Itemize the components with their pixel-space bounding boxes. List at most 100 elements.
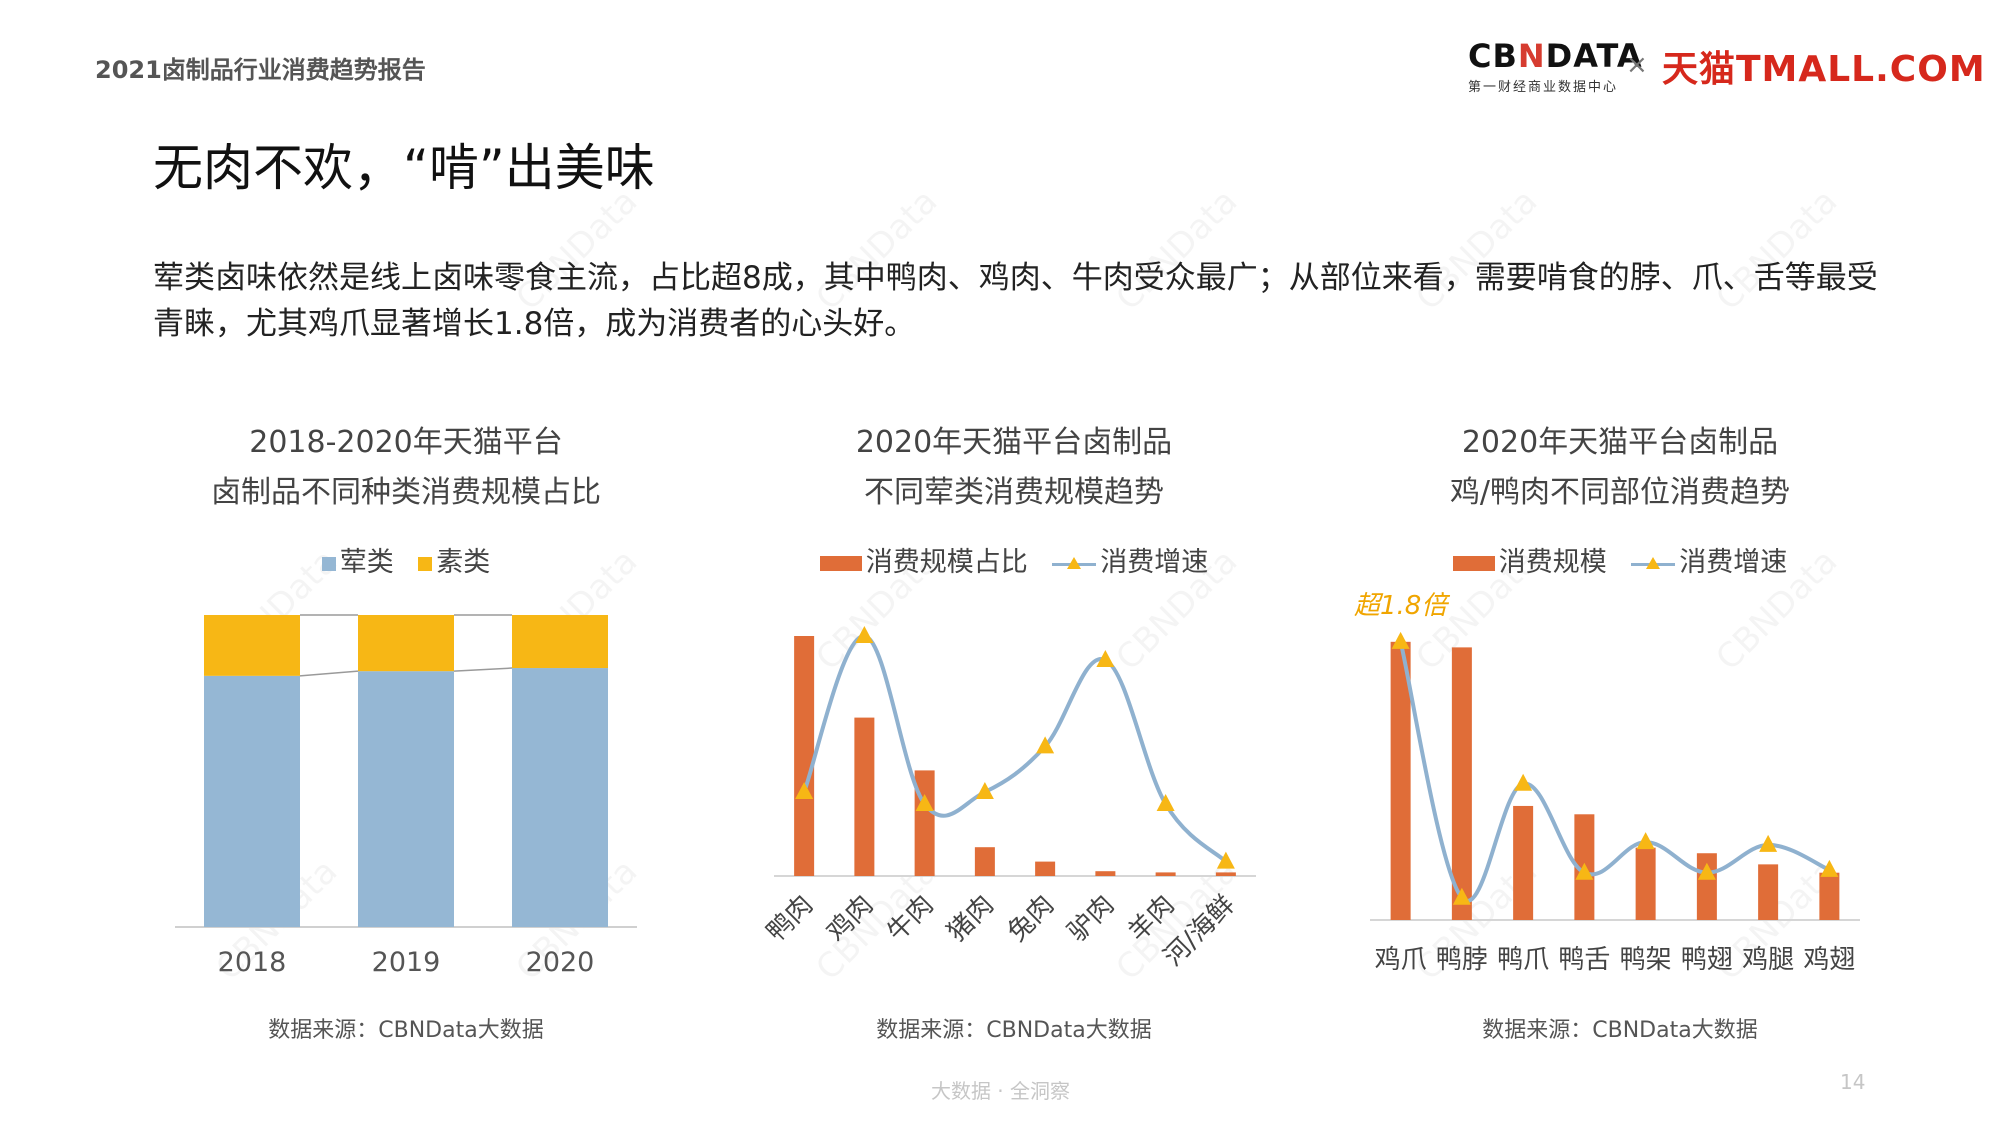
legend-meat-label: 荤类 <box>339 547 394 578</box>
cbndata-logo: CBNDATA 第一财经商业数据中心 <box>1468 37 1642 95</box>
chart2-growth-point <box>1096 650 1115 667</box>
page-title: 无肉不欢，“啃”出美味 <box>153 139 655 197</box>
chart2-legend: 消费规模占比 消费增速 <box>734 540 1294 579</box>
logo-cbn-b: DATA <box>1545 37 1643 75</box>
chart1-connector-meat <box>453 667 513 672</box>
chart2-growth-point <box>915 794 934 811</box>
chart2-bar <box>1095 871 1116 876</box>
chart2-source: 数据来源：CBNData大数据 <box>876 1018 1152 1043</box>
legend-growth-swatch <box>1052 554 1097 574</box>
logo-cbn-sub: 第一财经商业数据中心 <box>1468 80 1619 95</box>
chart3-tick-label: 鸭爪 <box>1497 945 1549 975</box>
chart3-bar <box>1451 647 1472 920</box>
chart1-legend: 荤类 素类 <box>126 540 686 579</box>
chart3-tick-label: 鸡爪 <box>1375 945 1427 975</box>
lead-paragraph: 荤类卤味依然是线上卤味零食主流，占比超8成，其中鸭肉、鸡肉、牛肉受众最广；从部位… <box>153 260 1878 342</box>
legend-veg-label: 素类 <box>436 547 491 578</box>
chart3-title-line2: 鸡/鸭肉不同部位消费趋势 <box>1449 475 1791 510</box>
chart3-bar <box>1696 853 1717 920</box>
chart1-title-line1: 2018-2020年天猫平台 <box>249 425 563 460</box>
legend-veg: 素类 <box>418 540 490 579</box>
chart3-bar <box>1819 872 1840 920</box>
chart2-tick-label: 猪肉 <box>942 890 1000 948</box>
chart2-growth-point <box>1156 794 1175 811</box>
chart1-tick-label: 2018 <box>218 947 287 978</box>
chart3-title-line1: 2020年天猫平台卤制品 <box>1461 425 1779 460</box>
chart2-bar <box>1215 872 1236 876</box>
chart3-annotation: 超1.8倍 <box>1354 591 1450 621</box>
chart3-bar <box>1758 864 1779 920</box>
chart1-bar-veg <box>358 615 454 672</box>
legend-scale-label: 消费规模 <box>1498 547 1607 578</box>
legend-scale: 消费规模 <box>1452 540 1607 579</box>
chart2-bar <box>1035 861 1056 876</box>
chart3-growth-point <box>1514 773 1533 791</box>
chart1-bar-meat <box>512 668 608 927</box>
legend-share-swatch <box>819 556 862 571</box>
chart2-growth-point <box>1216 851 1235 869</box>
chart1-tick-label: 2019 <box>372 947 441 978</box>
chart3-growth-point <box>1697 862 1716 880</box>
chart2-growth-point <box>975 782 994 799</box>
chart2-bar <box>1155 872 1176 876</box>
chart1-tick-label: 2020 <box>526 947 595 978</box>
chart3-title: 2020年天猫平台卤制品 鸡/鸭肉不同部位消费趋势 <box>1340 418 1900 518</box>
footer-slogan: 大数据 · 全洞察 <box>930 1079 1071 1103</box>
logo-cbn-n: N <box>1517 37 1546 75</box>
chart3-bar <box>1513 805 1534 920</box>
chart1-bar-veg <box>204 615 300 676</box>
chart3-tick-label: 鸭架 <box>1620 945 1672 975</box>
legend-scale-swatch <box>1452 556 1495 571</box>
chart2-tick-label: 牛肉 <box>882 890 940 948</box>
chart2-bar <box>854 717 875 876</box>
chart1-bar-meat <box>204 675 300 927</box>
legend-meat: 荤类 <box>321 540 394 579</box>
legend-veg-swatch <box>418 556 433 571</box>
chart1-bar-meat <box>358 671 454 927</box>
chart1-source: 数据来源：CBNData大数据 <box>268 1018 544 1043</box>
chart3-bar <box>1635 847 1656 920</box>
legend-share: 消费规模占比 <box>819 540 1028 579</box>
chart2-growth-point <box>855 626 874 643</box>
chart1-connector-meat <box>299 670 359 677</box>
legend-growth3-label: 消费增速 <box>1679 547 1788 578</box>
chart3-tick-label: 鸭舌 <box>1558 945 1610 975</box>
chart3-tick-label: 鸡翅 <box>1803 945 1855 975</box>
tmall-logo: 天猫TMALL.COM <box>1662 49 1986 90</box>
chart3-growth-point <box>1391 631 1410 649</box>
report-name: 2021卤制品行业消费趋势报告 <box>95 56 426 84</box>
chart1-title-line2: 卤制品不同种类消费规模占比 <box>211 475 601 510</box>
chart3-growth-point <box>1452 887 1471 905</box>
chart3-tick-label: 鸭翅 <box>1681 945 1733 975</box>
page-number: 14 <box>1840 1070 1866 1094</box>
legend-growth3-swatch <box>1631 554 1676 574</box>
chart3-growth-point <box>1759 834 1778 852</box>
chart2-tick-label: 鸡肉 <box>821 890 879 948</box>
chart2-growth-point <box>1036 736 1055 754</box>
legend-growth-label: 消费增速 <box>1100 547 1209 578</box>
chart3-tick-label: 鸡腿 <box>1742 945 1794 975</box>
chart3-growth-point <box>1636 832 1655 850</box>
chart2-title: 2020年天猫平台卤制品 不同荤类消费规模趋势 <box>734 418 1294 518</box>
chart2-growth-point <box>795 782 814 799</box>
chart2-title-line2: 不同荤类消费规模趋势 <box>864 475 1164 510</box>
logo-cbn-a: CB <box>1468 37 1518 75</box>
chart3-legend: 消费规模 消费增速 <box>1340 540 1900 579</box>
legend-meat-swatch <box>321 556 336 571</box>
logo-cross: × <box>1626 50 1648 80</box>
chart3-growth-line <box>1398 641 1831 903</box>
chart2-bar <box>794 636 815 876</box>
chart1-bar-veg <box>512 615 608 669</box>
chart2-title-line1: 2020年天猫平台卤制品 <box>855 425 1173 460</box>
chart3-growth-point <box>1575 862 1594 880</box>
chart3-bar <box>1390 641 1411 920</box>
chart1-title: 2018-2020年天猫平台 卤制品不同种类消费规模占比 <box>126 418 686 518</box>
legend-growth3: 消费增速 <box>1631 540 1787 579</box>
chart2-tick-label: 驴肉 <box>1062 890 1120 948</box>
chart2-tick-label: 鸭肉 <box>761 890 819 948</box>
chart3-growth-point <box>1820 859 1839 877</box>
legend-share-label: 消费规模占比 <box>865 547 1028 578</box>
chart3-source: 数据来源：CBNData大数据 <box>1482 1018 1758 1043</box>
chart3-tick-label: 鸭脖 <box>1436 945 1488 975</box>
